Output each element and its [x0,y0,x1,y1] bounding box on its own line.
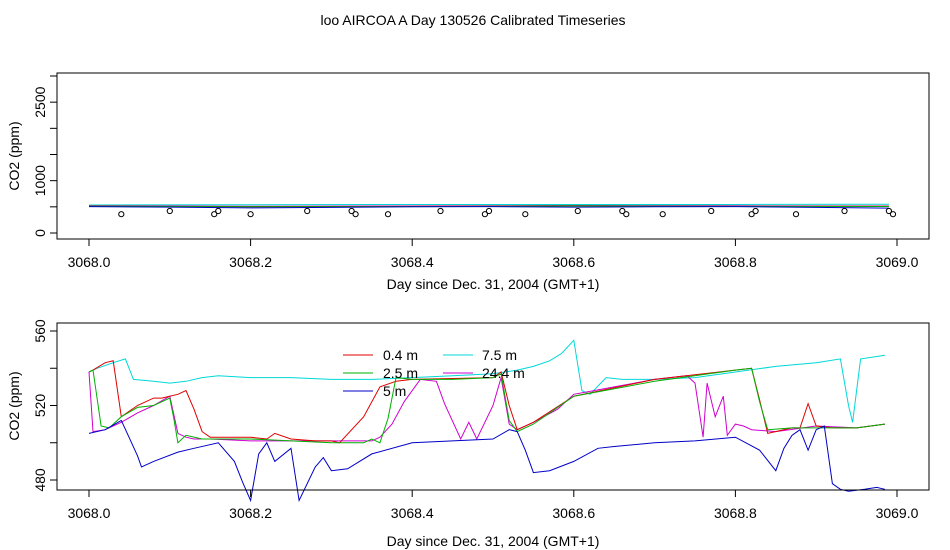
bottom-y-tick-label: 480 [32,468,48,492]
data-point-marker [481,211,488,218]
data-point-marker [166,207,173,215]
top-y-tick-label: 0 [32,229,48,237]
data-point-marker [841,207,848,215]
top-x-tick-label: 3068.6 [552,254,595,270]
data-point-marker [437,207,444,215]
bottom-y-tick-label: 560 [32,319,48,343]
data-point-marker [118,211,125,218]
top-y-tick-label: 1000 [32,165,48,196]
plot-bottom-ylabel: CO2 (ppm) [6,371,22,440]
top-series-line-blue [88,206,889,209]
bottom-x-tick-label: 3068.0 [68,505,111,521]
data-point-marker [574,207,581,215]
plot-bottom-series [88,339,886,503]
top-y-tick-label: 2500 [32,86,48,117]
data-point-marker [619,207,626,215]
top-series-line-cyan [88,203,889,206]
legend-label-2-5m: 2.5 m [383,365,418,381]
bottom-series-line-2-5-m [88,367,885,444]
data-point-marker [247,211,254,218]
data-point-marker [215,207,222,215]
top-x-tick-label: 3068.8 [714,254,757,270]
data-point-marker [889,211,897,218]
data-point-marker [304,207,311,215]
data-point-marker [708,207,715,215]
plot-bottom-y-axis: 480 520 560 [32,319,58,492]
plot-bottom: 3068.0 3068.2 3068.4 3068.6 3068.8 3069.0 480… [6,319,930,549]
data-point-marker [748,211,755,218]
bottom-x-tick-label: 3068.4 [391,505,434,521]
top-x-tick-label: 3069.0 [876,254,919,270]
legend: 0.4 m 2.5 m 5 m 7.5 m 24.4 m [343,347,525,399]
bottom-x-tick-label: 3068.6 [552,505,595,521]
bottom-x-tick-label: 3068.2 [229,505,272,521]
plot-bottom-xlabel: Day since Dec. 31, 2004 (GMT+1) [387,533,600,549]
legend-label-0-4m: 0.4 m [383,347,418,363]
plot-top-ylabel: CO2 (ppm) [6,121,22,190]
data-point-marker [659,211,666,218]
bottom-series-line-7-5-m [88,339,885,423]
bottom-series-line-5-m [88,419,886,503]
bottom-x-tick-label: 3069.0 [876,505,919,521]
plot-top-series [88,203,889,209]
data-point-marker [352,211,359,218]
plot-top: 3068.0 3068.2 3068.4 3068.6 3068.8 3069.0 0 10… [6,72,930,292]
bottom-series-line-0-4-m [88,360,885,444]
legend-label-5m: 5 m [383,383,406,399]
data-point-marker [792,211,800,218]
data-point-marker [485,207,493,215]
bottom-x-tick-label: 3068.8 [714,505,757,521]
bottom-y-tick-label: 520 [32,394,48,418]
plot-top-points [118,207,897,218]
plot-top-x-axis: 3068.0 3068.2 3068.4 3068.6 3068.8 3069.0 [68,238,919,270]
chart-title: loo AIRCOA A Day 130526 Calibrated Times… [320,12,625,28]
bottom-series-line-24-4-m [88,371,885,442]
legend-label-7-5m: 7.5 m [482,347,517,363]
top-x-tick-label: 3068.4 [391,254,434,270]
data-point-marker [348,207,355,215]
data-point-marker [522,211,529,218]
data-point-marker [752,207,759,215]
data-point-marker [885,207,893,215]
plot-bottom-x-axis: 3068.0 3068.2 3068.4 3068.6 3068.8 3069.0 [68,489,919,521]
top-x-tick-label: 3068.2 [229,254,272,270]
data-point-marker [384,211,392,218]
legend-label-24-4m: 24.4 m [482,365,525,381]
top-x-tick-label: 3068.0 [68,254,111,270]
plot-top-y-axis: 0 1000 2500 [32,75,58,237]
data-point-marker [623,211,630,218]
plot-top-xlabel: Day since Dec. 31, 2004 (GMT+1) [387,276,600,292]
data-point-marker [211,211,218,218]
